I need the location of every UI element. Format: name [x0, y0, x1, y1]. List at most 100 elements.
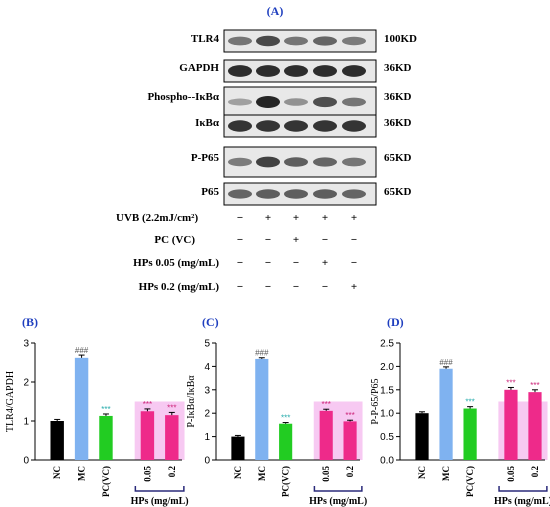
group-bracket — [498, 486, 548, 492]
category-label: NC — [52, 466, 62, 479]
treatment-mark: + — [293, 212, 299, 224]
blot-band — [256, 120, 280, 132]
category-label: 0.05 — [142, 466, 152, 482]
significance-mark: *** — [322, 400, 331, 409]
blot-band — [256, 156, 280, 168]
blot-band — [284, 157, 308, 167]
blot-protein-label: IκBα — [195, 117, 220, 129]
blot-band — [313, 96, 337, 108]
treatment-mark: + — [322, 257, 328, 269]
blot-band — [284, 189, 308, 199]
blot-band — [313, 65, 337, 77]
blot-row: IκBα 36KD — [195, 114, 412, 138]
bar — [528, 392, 542, 460]
blot-band — [228, 98, 252, 106]
treatment-mark: − — [237, 257, 243, 269]
blot-band — [342, 36, 366, 46]
blot-band — [284, 98, 308, 106]
group-label: HPs (mg/mL) — [494, 496, 550, 507]
y-tick-label: 1 — [23, 417, 29, 428]
blot-band — [342, 65, 366, 77]
bar — [99, 415, 113, 460]
significance-mark: *** — [465, 398, 474, 407]
y-tick-label: 0 — [23, 456, 29, 467]
treatment-row: PC (VC) − − + − − — [154, 234, 357, 246]
blot-protein-label: GAPDH — [179, 62, 219, 74]
western-blot: TLR4 100KD GAPDH 36KD Phospho--IκBα 36KD IκBα 3… — [147, 29, 417, 206]
category-label: MC — [441, 466, 451, 481]
y-tick-label: 0.0 — [380, 456, 394, 467]
y-axis-label: P-P-65/P65 — [370, 378, 381, 424]
category-label: PC(VC) — [465, 466, 475, 497]
y-tick-label: 2.0 — [380, 362, 394, 373]
significance-mark: *** — [281, 414, 290, 423]
chart-panel-label: (B) — [22, 315, 38, 329]
category-label: 0.05 — [506, 466, 516, 482]
blot-panel-label: (A) — [267, 4, 284, 18]
y-tick-label: 2 — [23, 378, 29, 389]
treatment-row: UVB (2.2mJ/cm²) − + + + + — [116, 212, 357, 224]
bar — [140, 411, 155, 460]
blot-size-label: 65KD — [384, 152, 412, 164]
group-bracket — [313, 486, 363, 492]
treatment-table: UVB (2.2mJ/cm²) − + + + +PC (VC) − − + − −HPs 0.05… — [116, 212, 357, 293]
treatment-mark: + — [351, 212, 357, 224]
significance-mark: *** — [506, 378, 515, 387]
category-label: MC — [257, 466, 267, 481]
category-label: NC — [417, 466, 427, 479]
bar — [255, 358, 269, 460]
blot-protein-label: P-P65 — [191, 152, 220, 164]
treatment-mark: − — [237, 212, 243, 224]
treatment-mark: + — [265, 212, 271, 224]
y-tick-label: 1.0 — [380, 409, 394, 420]
y-tick-label: 0.5 — [380, 432, 394, 443]
treatment-label: HPs 0.05 (mg/mL) — [133, 257, 219, 269]
bar — [439, 368, 453, 460]
bar — [74, 357, 89, 460]
blot-band — [313, 157, 337, 167]
blot-row: GAPDH 36KD — [179, 59, 412, 83]
blot-row: P-P65 65KD — [191, 146, 412, 178]
treatment-mark: + — [322, 212, 328, 224]
bar — [415, 413, 429, 460]
significance-mark: ### — [439, 358, 453, 367]
blot-size-label: 100KD — [384, 33, 417, 45]
blot-size-label: 36KD — [384, 91, 412, 103]
blot-band — [284, 120, 308, 132]
treatment-mark: − — [265, 234, 271, 246]
significance-mark: ### — [75, 346, 89, 355]
blot-row: P65 65KD — [201, 182, 412, 206]
blot-row: TLR4 100KD — [191, 29, 417, 53]
category-label: 0.2 — [530, 466, 540, 478]
blot-protein-label: Phospho--IκBα — [147, 91, 219, 103]
blot-band — [256, 35, 280, 47]
treatment-mark: − — [237, 234, 243, 246]
chart-panel-label: (C) — [202, 315, 219, 329]
significance-mark: *** — [143, 400, 152, 409]
treatment-mark: − — [351, 234, 357, 246]
significance-mark: *** — [167, 403, 176, 412]
treatment-mark: − — [322, 234, 328, 246]
chart-panel-label: (D) — [387, 315, 404, 329]
y-tick-label: 5 — [204, 339, 210, 350]
blot-band — [342, 189, 366, 199]
blot-band — [284, 36, 308, 46]
y-tick-label: 2 — [204, 409, 210, 420]
group-label: HPs (mg/mL) — [309, 496, 367, 507]
bar — [504, 389, 518, 460]
treatment-mark: − — [322, 281, 328, 293]
bar — [231, 436, 245, 460]
treatment-mark: − — [237, 281, 243, 293]
y-axis-label: P-IκBα/IκBα — [186, 375, 197, 428]
blot-size-label: 65KD — [384, 186, 412, 198]
blot-row: Phospho--IκBα 36KD — [147, 86, 412, 118]
blot-band — [313, 189, 337, 199]
treatment-row: HPs 0.2 (mg/mL) − − − − + — [139, 281, 358, 293]
category-label: 0.2 — [345, 466, 355, 478]
group-bracket — [134, 486, 185, 492]
y-axis-label: TLR4/GAPDH — [5, 371, 16, 432]
category-label: 0.05 — [321, 466, 331, 482]
blot-protein-label: TLR4 — [191, 33, 220, 45]
y-tick-label: 3 — [23, 339, 29, 350]
